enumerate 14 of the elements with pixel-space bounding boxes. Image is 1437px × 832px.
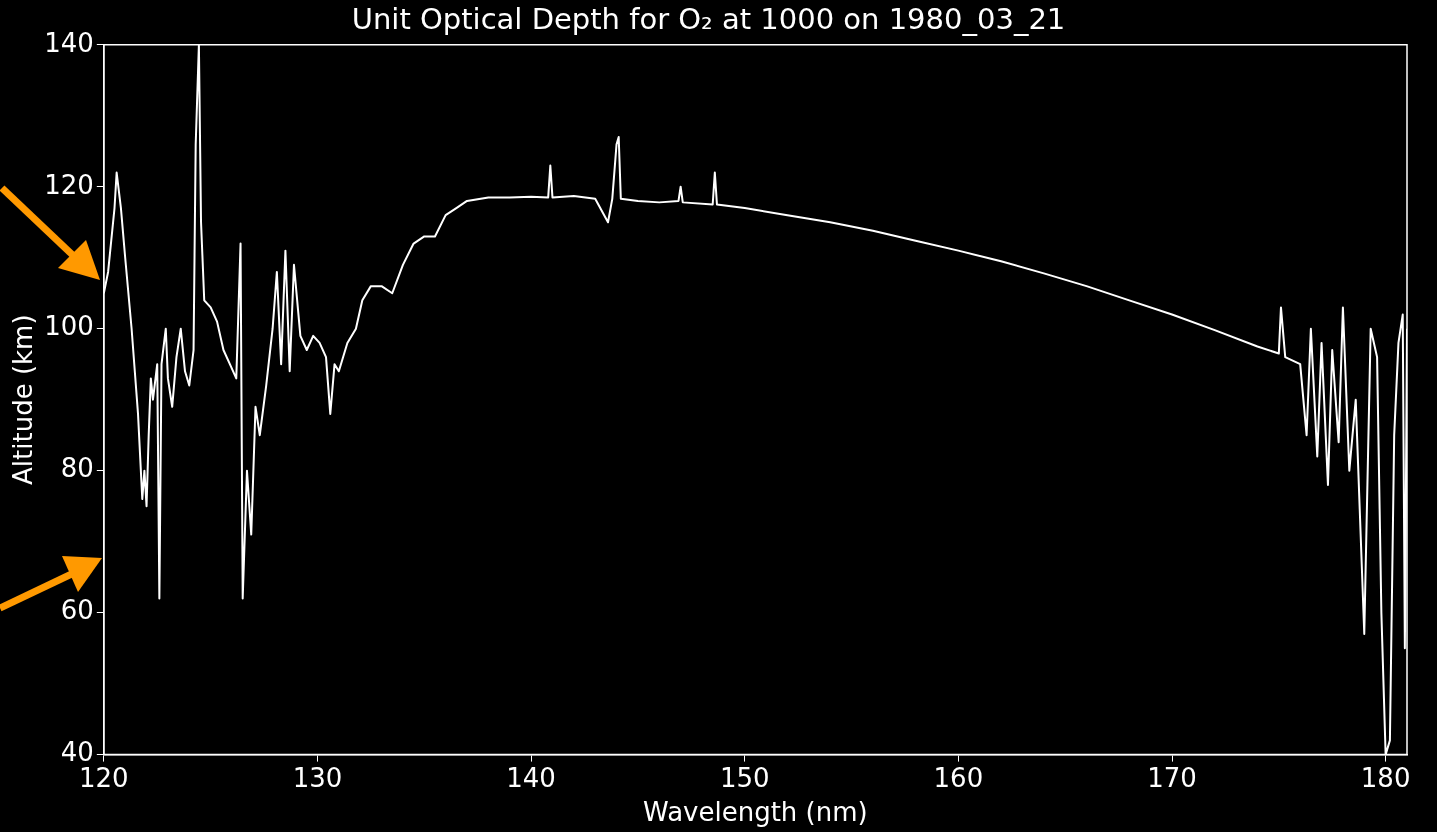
- y-tick-label: 100: [44, 311, 94, 342]
- x-tick-label: 140: [506, 762, 556, 793]
- y-axis-title: Altitude (km): [8, 314, 39, 485]
- x-tick-label: 130: [292, 762, 343, 793]
- y-tick-label: 140: [44, 27, 94, 58]
- y-tick-label: 120: [44, 169, 94, 200]
- y-tick-label: 60: [60, 595, 94, 626]
- x-tick-label: 150: [719, 762, 770, 793]
- y-tick-label: 80: [60, 453, 94, 484]
- x-axis-title: Wavelength (nm): [643, 797, 868, 828]
- x-tick-label: 170: [1147, 762, 1197, 793]
- chart-title: Unit Optical Depth for O₂ at 1000 on 1980_03_21: [351, 1, 1066, 36]
- x-tick-label: 180: [1360, 762, 1411, 793]
- x-tick-label: 160: [933, 762, 984, 793]
